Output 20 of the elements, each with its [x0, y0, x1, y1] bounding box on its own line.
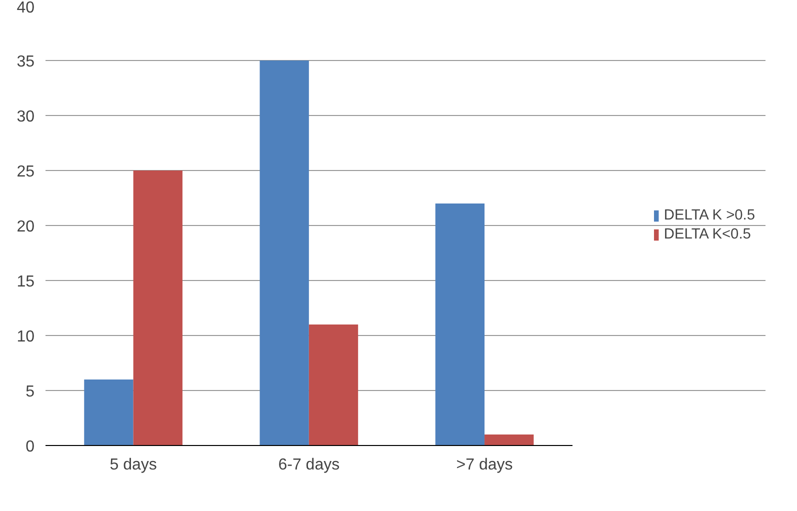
bar — [484, 434, 534, 446]
y-tick-label: 30 — [16, 108, 35, 126]
bar — [260, 60, 309, 446]
y-tick-label: 20 — [16, 218, 35, 236]
y-tick-label: 10 — [16, 328, 35, 346]
bar — [435, 204, 485, 446]
bar — [84, 380, 134, 446]
y-tick-label: 40 — [16, 0, 35, 16]
x-tick-label: 5 days — [110, 456, 157, 474]
bar — [308, 324, 358, 446]
y-tick-label: 0 — [26, 438, 35, 456]
x-tick-label: >7 days — [456, 456, 513, 474]
y-tick-label: 15 — [16, 274, 35, 290]
legend-label: DELTA K<0.5 — [664, 226, 751, 242]
y-tick-label: 25 — [16, 164, 35, 180]
bar — [133, 170, 182, 446]
y-tick-label: 35 — [16, 54, 35, 70]
legend-label: DELTA K >0.5 — [664, 208, 755, 224]
x-tick-label: 6-7 days — [278, 456, 340, 474]
y-tick-label: 5 — [26, 384, 35, 400]
